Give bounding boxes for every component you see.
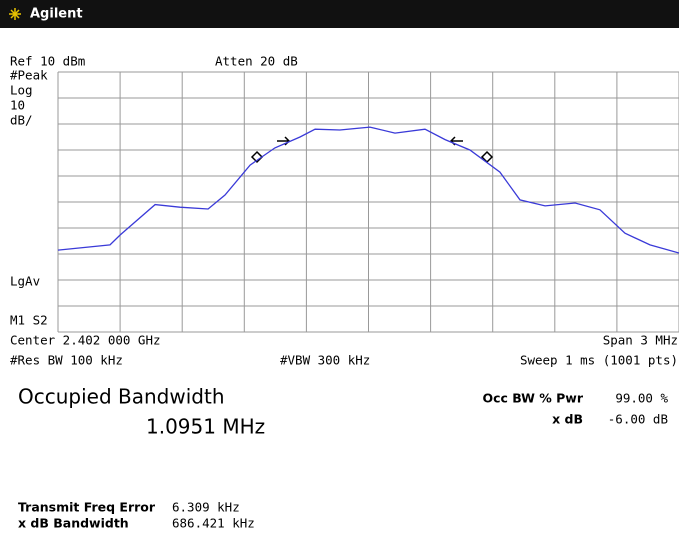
detail-value: 6.309 kHz [172, 500, 240, 515]
row-label: x dB [552, 412, 583, 427]
sweep: Sweep 1 ms (1001 pts) [520, 353, 678, 368]
row-value: -6.00 dB [608, 412, 668, 427]
logo [9, 8, 21, 20]
mode: M1 S2 [10, 313, 48, 328]
result-title: Occupied Bandwidth [18, 385, 225, 409]
header-bar [0, 0, 679, 28]
row-value: 99.00 % [615, 391, 668, 406]
scale-value: 10 [10, 98, 25, 113]
detail-label: Transmit Freq Error [18, 500, 156, 515]
detector: #Peak [10, 68, 48, 83]
vbw: #VBW 300 kHz [280, 353, 370, 368]
graticule [57, 71, 679, 333]
brand: Agilent [30, 7, 83, 22]
center-freq: Center 2.402 000 GHz [10, 333, 161, 348]
trace [57, 126, 679, 254]
average: LgAv [10, 274, 40, 289]
row-label: Occ BW % Pwr [482, 391, 583, 406]
result-value: 1.0951 MHz [146, 415, 265, 439]
span: Span 3 MHz [603, 333, 678, 348]
attenuation: Atten 20 dB [215, 54, 298, 69]
detail-value: 686.421 kHz [172, 516, 255, 531]
scale-unit: dB/ [10, 113, 33, 128]
rbw: #Res BW 100 kHz [10, 353, 123, 368]
ref-level: Ref 10 dBm [10, 54, 85, 69]
detail-label: x dB Bandwidth [18, 516, 129, 531]
scale-type: Log [10, 83, 33, 98]
